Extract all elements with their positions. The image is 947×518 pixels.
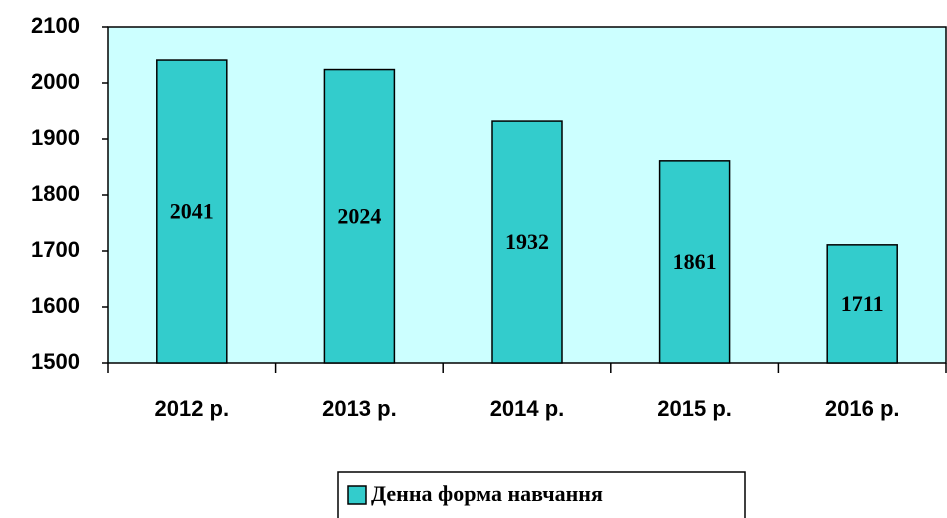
x-tick-label: 2012 р. xyxy=(154,396,229,421)
data-label: 2041 xyxy=(170,199,214,224)
y-tick-label: 1600 xyxy=(31,293,80,318)
legend-box xyxy=(337,471,746,518)
bar xyxy=(491,120,563,364)
x-tick-label: 2015 р. xyxy=(657,396,732,421)
bar xyxy=(826,244,898,364)
legend-label: Денна форма навчання xyxy=(371,481,603,506)
y-tick-label: 1900 xyxy=(31,125,80,150)
y-tick-label: 1500 xyxy=(31,349,80,374)
data-label: 1932 xyxy=(505,229,549,254)
data-label: 1861 xyxy=(673,249,717,274)
x-tick-label: 2014 р. xyxy=(490,396,565,421)
y-tick-label: 1700 xyxy=(31,237,80,262)
legend-swatch xyxy=(347,485,367,505)
bar xyxy=(323,68,396,364)
x-tick-label: 2013 р. xyxy=(322,396,397,421)
bar xyxy=(156,59,228,364)
data-label: 2024 xyxy=(337,203,381,228)
x-tick-label: 2016 р. xyxy=(825,396,900,421)
y-tick-label: 1800 xyxy=(31,181,80,206)
bar xyxy=(658,160,731,364)
data-label: 1711 xyxy=(841,291,884,316)
y-tick-label: 2000 xyxy=(31,69,80,94)
y-tick-label: 2100 xyxy=(31,13,80,38)
